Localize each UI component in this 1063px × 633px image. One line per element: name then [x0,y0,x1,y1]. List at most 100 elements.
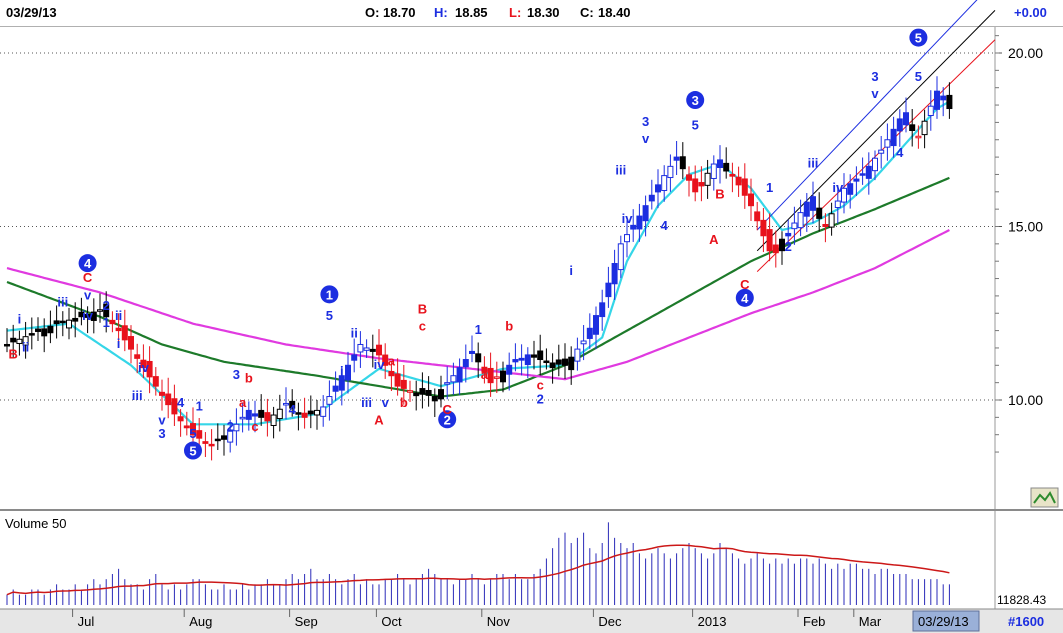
candle-body [847,183,854,195]
wave-label: 4 [661,218,669,233]
wave-label: iv [374,357,386,372]
candle-body [190,423,196,436]
wave-label: 2 [537,391,544,406]
candle-body [909,124,916,131]
price-panel [0,27,995,509]
candle-body [915,135,922,139]
wave-label: iv [82,308,94,323]
candle-body [84,313,91,318]
candle-body [748,193,754,207]
candle-body [214,438,221,442]
candle-body [636,215,643,230]
wave-label: i [18,312,22,327]
candle-body [655,184,661,193]
candle-body [196,430,203,439]
bar-count[interactable]: #1600 [1008,614,1044,629]
candle-body [723,162,730,172]
wave-label: iv [832,180,844,195]
x-tick-label: Feb [803,614,825,629]
candle-body [493,376,500,379]
candle-body [921,120,928,136]
candle-body [574,348,581,362]
candle-body [462,359,469,368]
wave-label: iv [138,360,150,375]
wave-label: c [251,419,258,434]
wave-label: v [642,131,650,146]
candle-body [134,354,141,359]
channel-line-middle [756,10,996,252]
candle-body [444,382,451,385]
candle-body [599,302,606,318]
candle-body [766,229,773,252]
wave-label: a [388,353,396,368]
wave-label: i [117,336,121,351]
candle-body [828,213,835,228]
candle-body [301,412,308,418]
date-box [912,610,980,632]
candle-body [760,219,767,237]
thumbnail-icon[interactable] [1030,487,1059,508]
candle-body [121,325,128,341]
wave-circle [686,91,705,110]
candle-body [28,333,35,336]
candle-body [810,196,816,211]
candle-body [227,430,234,443]
candle-body [865,165,872,179]
candle-body [345,364,351,381]
candle-body [152,376,159,387]
candle-body [512,359,519,363]
candle-body [673,156,680,161]
header-date: 03/29/13 [6,5,57,20]
candle-body [419,388,426,395]
wave-label: a [239,395,247,410]
open-value: 18.70 [383,5,416,20]
wave-label: v [382,395,390,410]
wave-label: 1 [326,287,333,302]
wave-label: 4 [177,395,185,410]
candle-body [97,309,103,312]
wave-label: iii [361,395,372,410]
candle-body [692,178,699,193]
y-tick-label: 15.00 [1008,219,1043,235]
candle-body [140,359,147,369]
candle-body [797,212,804,229]
candle-body [276,408,283,420]
thumbnail-glyph [1033,491,1056,504]
candle-body [524,354,531,366]
wave-label: A [374,412,384,427]
wave-label: C [740,277,750,292]
wave-label: A [709,232,719,247]
candle-body [382,354,389,366]
candle-body [890,128,897,147]
candle-body [506,364,513,375]
candle-body [710,163,717,179]
wave-label: i [340,364,344,379]
candle-body [407,390,413,393]
candle-body [4,343,10,347]
candle-body [351,354,358,361]
candle-body [884,139,891,148]
candle-body [878,149,885,154]
wave-label: 3 [871,69,878,84]
candle-body [518,357,525,361]
candle-body [128,336,134,350]
wave-label: B [418,301,427,316]
wave-label: 1 [766,180,773,195]
candle-body [934,90,940,110]
candle-body [853,178,860,182]
x-axis-strip [0,609,1063,633]
candle-body [252,413,258,417]
open-label: O: [365,5,380,20]
change-value: +0.00 [1014,5,1047,20]
candle-body [41,328,48,337]
x-tick-label: 2013 [698,614,727,629]
candle-body [109,319,116,325]
wave-label: b [400,395,408,410]
close-label: C: [580,5,594,20]
candle-body [549,362,556,369]
candle-body [59,320,66,324]
candle-body [376,344,382,356]
wave-label: B [9,346,18,361]
candle-body [177,416,184,422]
low-label: L: [509,5,522,20]
